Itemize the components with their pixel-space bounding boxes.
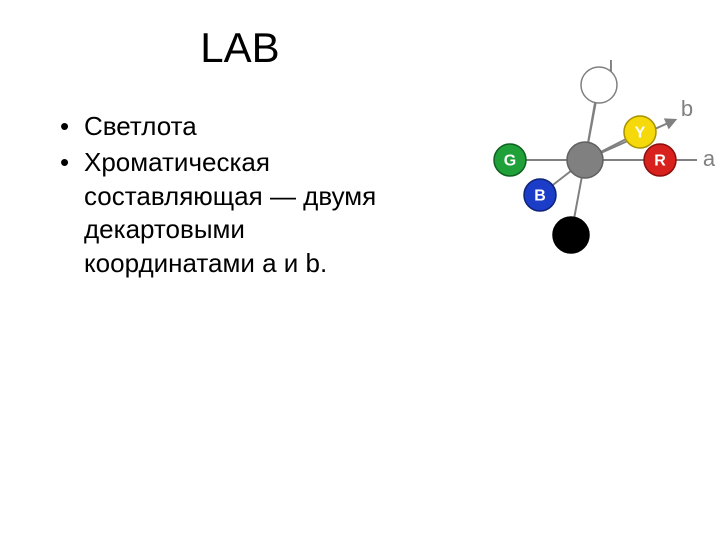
svg-text:a: a bbox=[703, 146, 715, 171]
page-title: LAB bbox=[0, 24, 480, 72]
svg-text:Y: Y bbox=[635, 125, 646, 142]
bullet-item: Хроматическая составляющая — двумя декар… bbox=[60, 146, 420, 281]
svg-text:R: R bbox=[654, 153, 666, 170]
svg-text:B: B bbox=[534, 188, 546, 205]
bullet-list: Светлота Хроматическая составляющая — дв… bbox=[60, 110, 420, 283]
svg-text:G: G bbox=[504, 153, 516, 170]
bullet-item: Светлота bbox=[60, 110, 420, 144]
lab-diagram: lbaGRYB bbox=[455, 50, 715, 270]
svg-text:b: b bbox=[681, 96, 693, 121]
